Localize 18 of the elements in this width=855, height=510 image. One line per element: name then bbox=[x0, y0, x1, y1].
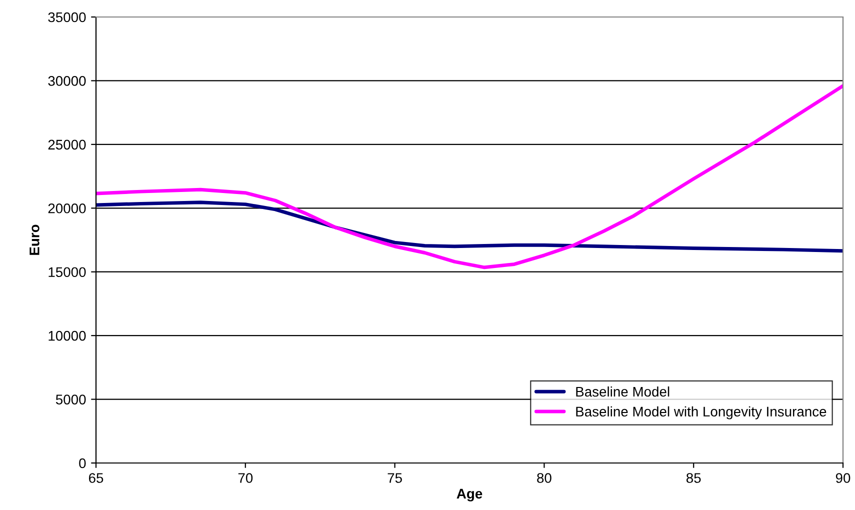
y-tick-label: 25000 bbox=[48, 140, 86, 150]
legend-label: Baseline Model bbox=[576, 386, 670, 397]
y-tick-label: 20000 bbox=[48, 203, 86, 214]
y-tick-label: 30000 bbox=[48, 76, 86, 86]
x-tick-label: 70 bbox=[238, 473, 253, 483]
x-tick-label: 75 bbox=[388, 473, 402, 483]
x-tick-label: 65 bbox=[88, 473, 104, 483]
x-tick-label: 85 bbox=[686, 473, 701, 483]
y-axis-title: Euro bbox=[30, 224, 40, 255]
y-tick-label: 15000 bbox=[48, 267, 86, 278]
x-tick-label: 90 bbox=[836, 473, 850, 483]
y-tick-label: 0 bbox=[79, 458, 86, 468]
y-tick-label: 35000 bbox=[48, 12, 86, 22]
x-axis-title: Age bbox=[456, 488, 482, 502]
legend-label: Baseline Model with Longevity Insurance bbox=[576, 406, 826, 420]
y-tick-label: 5000 bbox=[56, 394, 86, 404]
y-tick-label: 10000 bbox=[48, 330, 86, 341]
x-tick-label: 80 bbox=[537, 473, 552, 483]
